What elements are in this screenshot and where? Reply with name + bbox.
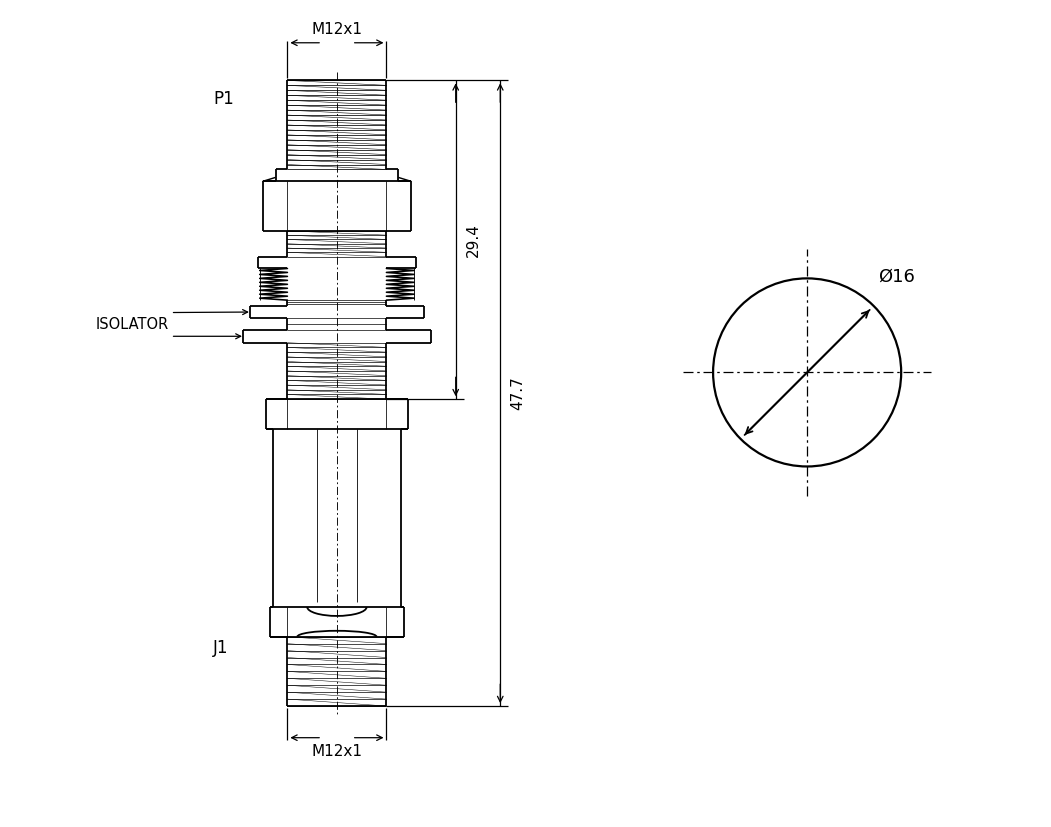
Text: Ø16: Ø16	[878, 268, 914, 286]
Text: 47.7: 47.7	[511, 376, 526, 410]
Text: J1: J1	[213, 638, 229, 657]
Text: 29.4: 29.4	[466, 222, 481, 256]
Text: M12x1: M12x1	[311, 22, 363, 37]
Text: M12x1: M12x1	[311, 743, 363, 758]
Text: ISOLATOR: ISOLATOR	[96, 317, 168, 332]
Text: P1: P1	[213, 90, 234, 108]
